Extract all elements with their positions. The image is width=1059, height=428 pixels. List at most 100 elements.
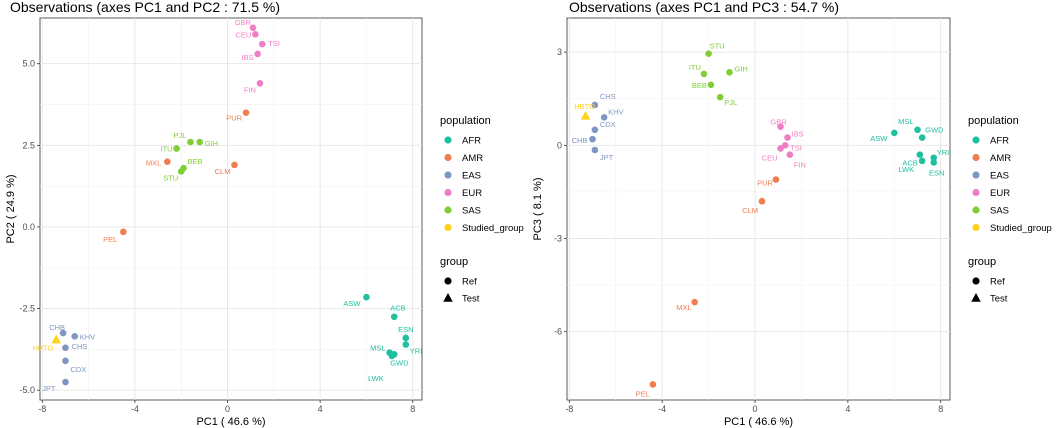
- x-tick-label: 0: [753, 404, 758, 414]
- data-point-lwk: [388, 352, 396, 360]
- legend-key-eur: [972, 188, 980, 197]
- data-point-stu: [177, 168, 185, 175]
- point-label: ASW: [870, 134, 888, 143]
- legend-item-eas: EAS: [990, 171, 1009, 182]
- point-label: ITU: [161, 145, 173, 154]
- data-points: [51, 24, 410, 386]
- point-label: YRI: [937, 148, 950, 157]
- plot-panel: [566, 17, 951, 401]
- grid-lines: [40, 18, 422, 400]
- x-tick-label: 8: [410, 404, 415, 414]
- pc1-pc2-plot: Observations (axes PC1 and PC2 : 71.5 %)…: [5, 0, 423, 428]
- data-point-fin: [786, 151, 794, 158]
- data-point-tsi: [258, 40, 266, 48]
- legend-key-studied_group: [972, 223, 980, 232]
- y-axis-ticks: -6 -3 0 3: [554, 47, 567, 337]
- point-label: ITU: [689, 63, 701, 72]
- x-axis-ticks: -8 -4 0 4 8: [565, 400, 943, 414]
- point-label: CLM: [742, 206, 758, 215]
- legend-title-population: population: [440, 115, 491, 127]
- data-point-itu: [700, 70, 708, 78]
- data-point-chb: [59, 329, 67, 337]
- data-point-lwk: [918, 157, 926, 165]
- legend-key-ref: [444, 277, 452, 285]
- pc1-pc3-plot: Observations (axes PC1 and PC3 : 54.7 %)…: [532, 0, 951, 428]
- point-label: PEL: [636, 389, 650, 398]
- data-point-gbr: [777, 123, 784, 130]
- data-point-chs: [62, 344, 69, 352]
- point-label: CDX: [600, 120, 616, 129]
- point-label: ESN: [398, 325, 413, 334]
- point-label: HBTO: [574, 102, 595, 111]
- legend-key-afr: [444, 136, 452, 144]
- y-tick-label: 0.0: [22, 222, 35, 232]
- point-label: CHB: [572, 136, 588, 145]
- y-tick-label: -3: [554, 234, 562, 244]
- x-tick-label: -8: [38, 404, 46, 414]
- point-label: MXL: [676, 303, 691, 312]
- point-label: CLM: [215, 167, 231, 176]
- data-point-gih: [726, 69, 733, 76]
- x-axis-label: PC1 ( 46.6 %): [196, 416, 265, 428]
- point-label: KHV: [608, 107, 623, 116]
- data-point-ceu: [252, 31, 259, 38]
- data-point-gwd: [918, 134, 926, 141]
- point-label: IBS: [792, 130, 804, 139]
- legend: population AFR AMR EAS EUR SAS Studied_groupgr…: [968, 115, 1052, 305]
- x-axis-ticks: -8 -4 0 4 8: [38, 400, 415, 414]
- legend-key-ref: [972, 277, 980, 285]
- point-label: FIN: [244, 85, 256, 94]
- point-label: PEL: [103, 235, 117, 244]
- point-label: BEB: [188, 157, 203, 166]
- y-tick-label: -6: [554, 327, 562, 337]
- x-tick-label: -4: [658, 404, 666, 414]
- legend-key-afr: [972, 136, 980, 144]
- point-label: YRI: [410, 346, 423, 355]
- x-tick-label: 8: [938, 404, 943, 414]
- point-label: GIH: [734, 64, 747, 73]
- data-point-ibs: [254, 50, 261, 58]
- point-labels: STU ITU GIH BEB PJL CHS KHV CDX CHB JPT HBTO GBR IBS…: [572, 42, 950, 399]
- data-point-beb: [707, 81, 715, 89]
- data-point-pel: [649, 381, 657, 388]
- x-tick-label: 4: [845, 404, 850, 414]
- point-label: HBTO: [33, 344, 54, 353]
- data-points: [580, 50, 938, 388]
- data-point-mxl: [164, 158, 171, 165]
- data-point-asw: [890, 129, 898, 137]
- data-point-hbto: [51, 334, 61, 344]
- legend-key-studied_group: [444, 223, 452, 232]
- legend-item-eur: EUR: [462, 188, 482, 199]
- data-point-gih: [196, 138, 204, 146]
- data-point-ibs: [784, 134, 791, 141]
- point-label: FIN: [794, 161, 806, 170]
- legend-item-eas: EAS: [462, 171, 481, 182]
- data-point-jpt: [62, 378, 69, 386]
- legend-title-group: group: [440, 256, 468, 268]
- point-labels: GBR CEU TSI IBS FIN PUR CLM MXL PEL PJL GIH ITU BEB S…: [33, 18, 423, 393]
- point-label: ACB: [390, 304, 405, 313]
- legend-key-eas: [972, 171, 980, 179]
- legend-item-afr: AFR: [462, 136, 481, 147]
- data-point-chs: [591, 101, 599, 109]
- legend-item-sas: SAS: [462, 206, 481, 217]
- point-label: BEB: [692, 81, 707, 90]
- legend-title-group: group: [968, 256, 996, 268]
- data-point-acb: [390, 313, 398, 321]
- legend-item-studied_group: Studied_group: [462, 223, 524, 234]
- point-label: GWD: [390, 358, 409, 367]
- legend-item-ref: Ref: [990, 277, 1005, 288]
- point-label: IBS: [242, 53, 254, 62]
- data-point-hbto: [580, 110, 591, 120]
- data-point-pel: [120, 228, 127, 236]
- legend-item-studied_group: Studied_group: [990, 223, 1052, 234]
- chart-title: Observations (axes PC1 and PC3 : 54.7 %): [569, 0, 839, 15]
- point-label: PJL: [174, 131, 187, 140]
- y-tick-label: 3: [557, 47, 562, 57]
- data-point-pur: [242, 109, 250, 116]
- point-label: KHV: [80, 332, 95, 341]
- legend-title-population: population: [968, 115, 1019, 127]
- data-point-msl: [914, 126, 921, 134]
- point-label: MXL: [146, 159, 161, 168]
